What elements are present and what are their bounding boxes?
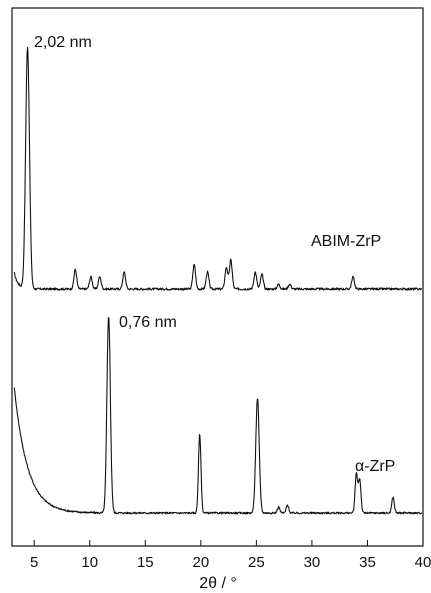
annotation-2-02-nm: 2,02 nm (34, 34, 92, 51)
x-tick-label-30: 30 (304, 554, 321, 571)
x-tick-label-15: 15 (137, 554, 154, 571)
plot-frame (11, 7, 424, 547)
series-line-alpha-zrp (13, 317, 423, 515)
x-axis-label: 2θ / ° (199, 575, 237, 592)
series-label-alpha-zrp: α-ZrP (355, 458, 395, 475)
series-label-abim-zrp: ABIM-ZrP (311, 233, 381, 250)
x-tick-label-40: 40 (415, 554, 431, 571)
series-line-abim-zrp (13, 46, 422, 291)
x-tick-label-20: 20 (192, 554, 209, 571)
x-tick-label-10: 10 (81, 554, 98, 571)
x-tick-label-5: 5 (30, 554, 38, 571)
x-tick-label-35: 35 (359, 554, 376, 571)
annotation-0-76-nm: 0,76 nm (119, 314, 177, 331)
traces (13, 46, 423, 515)
x-axis-ticks (33, 540, 424, 546)
x-tick-label-25: 25 (248, 554, 265, 571)
x-axis-tick-labels: 5 10 15 20 25 30 35 40 (30, 554, 431, 571)
